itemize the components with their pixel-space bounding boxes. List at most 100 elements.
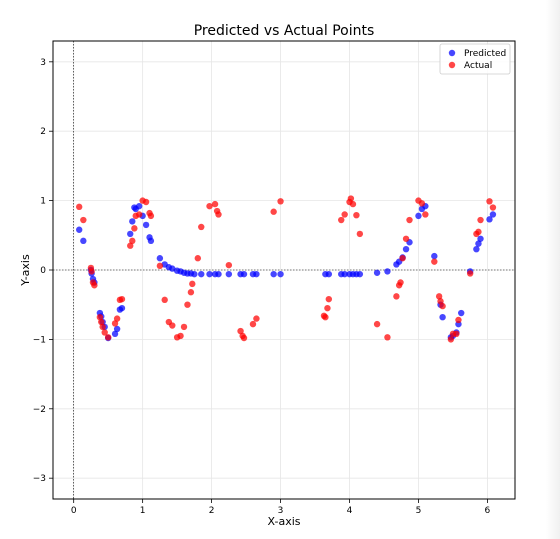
predicted-point	[277, 270, 284, 278]
predicted-point	[215, 270, 222, 278]
predicted-point	[439, 313, 446, 321]
actual-point	[76, 203, 83, 211]
predicted-point	[206, 270, 213, 278]
predicted-point	[76, 226, 83, 233]
predicted-point	[80, 237, 87, 245]
actual-point	[338, 216, 345, 224]
actual-point	[194, 255, 202, 262]
legend: Predicted Actual	[439, 43, 511, 75]
actual-point	[435, 293, 443, 300]
chart-title: Predicted vs Actual Points	[194, 23, 375, 39]
actual-point	[341, 211, 348, 218]
predicted-point	[473, 245, 480, 253]
actual-point	[237, 327, 244, 335]
predicted-point	[191, 270, 198, 278]
predicted-point	[142, 221, 150, 229]
predicted-point	[325, 270, 333, 278]
predicted-point	[356, 270, 364, 278]
predicted-point	[373, 269, 381, 276]
actual-point	[177, 332, 184, 340]
actual-point	[402, 235, 410, 242]
actual-point	[418, 200, 426, 207]
actual-point	[353, 211, 360, 219]
legend-label-actual: Actual	[464, 61, 492, 71]
actual-point	[118, 295, 126, 303]
actual-point	[384, 334, 391, 341]
actual-point	[270, 208, 277, 215]
predicted-point	[118, 304, 126, 312]
actual-point	[489, 204, 497, 211]
legend-box	[439, 43, 511, 75]
predicted-point	[113, 325, 121, 333]
actual-point	[277, 198, 284, 205]
actual-point	[129, 237, 136, 245]
predicted-point	[111, 330, 119, 338]
actual-point	[96, 313, 104, 321]
actual-point	[131, 225, 138, 232]
actual-point	[422, 211, 429, 218]
actual-point	[240, 334, 248, 342]
actual-point	[156, 262, 164, 270]
actual-point	[88, 268, 95, 275]
y-tick-label: 3	[40, 58, 46, 68]
x-tick-label: 1	[140, 506, 146, 516]
predicted-point	[156, 255, 164, 262]
actual-point	[477, 216, 484, 224]
x-tick-label: 5	[416, 506, 422, 516]
y-tick-label: 1	[40, 197, 46, 207]
predicted-point	[225, 270, 233, 278]
actual-point	[439, 302, 446, 310]
predicted-point	[486, 216, 493, 223]
actual-point	[475, 228, 482, 236]
x-axis-ticks: 0 1 2 3 4 5 6	[71, 499, 491, 516]
actual-point	[211, 200, 219, 208]
actual-point	[101, 329, 108, 336]
series-predicted	[76, 202, 497, 342]
x-tick-label: 4	[347, 506, 353, 516]
actual-point	[466, 270, 474, 277]
actual-point	[198, 223, 205, 231]
predicted-point	[135, 202, 143, 210]
actual-point	[249, 320, 257, 328]
actual-point	[447, 336, 455, 343]
predicted-point	[431, 252, 438, 260]
actual-point	[135, 211, 143, 218]
predicted-point	[475, 240, 482, 247]
actual-point	[169, 322, 176, 329]
actual-point	[399, 255, 406, 262]
y-tick-label: −3	[33, 474, 46, 484]
predicted-point	[341, 270, 348, 278]
actual-point	[189, 280, 196, 288]
legend-marker-predicted	[448, 49, 456, 57]
actual-point	[349, 200, 357, 208]
y-axis-label: Y-axis	[19, 254, 32, 287]
y-tick-label: 0	[40, 266, 46, 276]
predicted-point	[489, 211, 497, 218]
actual-point	[253, 315, 260, 322]
actual-point	[142, 198, 150, 206]
predicted-point	[402, 245, 410, 253]
actual-point	[325, 295, 333, 303]
actual-point	[180, 323, 188, 331]
predicted-point	[240, 270, 248, 278]
data-points	[76, 195, 497, 343]
actual-point	[397, 279, 404, 286]
actual-point	[322, 313, 329, 321]
predicted-point	[198, 270, 205, 278]
y-tick-label: −2	[33, 405, 46, 415]
actual-point	[104, 334, 112, 341]
predicted-point	[129, 218, 136, 225]
actual-point	[187, 289, 195, 296]
actual-point	[356, 230, 364, 238]
actual-point	[431, 258, 438, 265]
actual-point	[393, 293, 400, 300]
actual-point	[486, 198, 493, 205]
actual-point	[99, 323, 106, 331]
actual-point	[113, 315, 121, 322]
actual-point	[80, 216, 87, 224]
predicted-point	[477, 235, 484, 242]
actual-point	[347, 195, 355, 202]
actual-point	[206, 202, 213, 210]
legend-label-predicted: Predicted	[464, 49, 506, 59]
